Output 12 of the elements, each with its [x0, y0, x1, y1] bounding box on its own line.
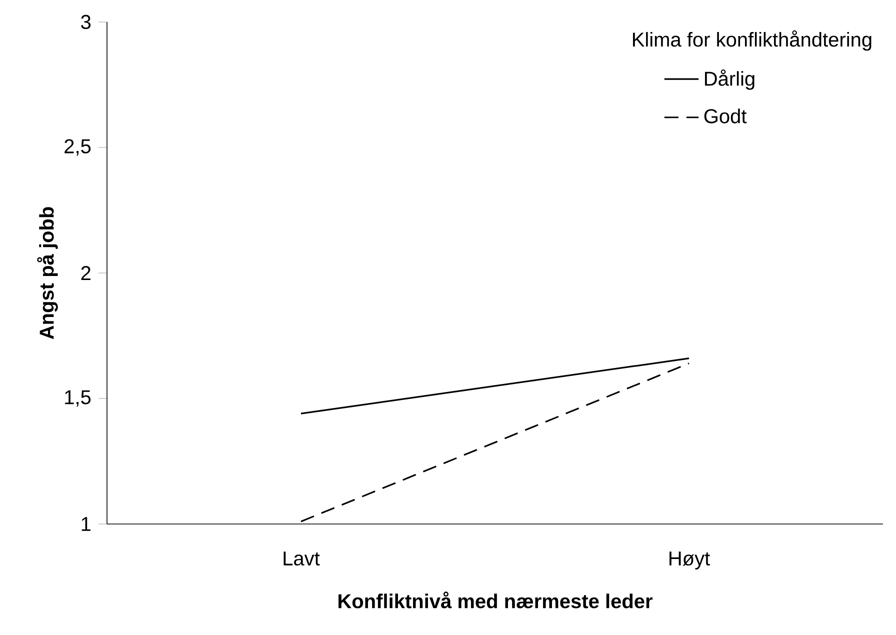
y-tick-label: 1,5	[65, 390, 91, 407]
y-tick-label: 2	[81, 266, 90, 280]
x-tick-label: Lavt	[284, 552, 320, 566]
legend-title: Klima for konflikthåndtering	[633, 30, 872, 51]
legend-label: Godt	[704, 108, 747, 124]
y-tick-label: 3	[81, 14, 91, 30]
y-axis-title: Angst på jobb	[37, 207, 58, 340]
x-axis-title: Konfliktnivå med nærmeste leder	[338, 592, 653, 608]
x-tick-label: Høyt	[670, 552, 710, 570]
legend-label: Dårlig	[705, 70, 754, 90]
y-tick-label: 1	[82, 517, 90, 531]
y-tick-label: 2,5	[64, 139, 91, 156]
